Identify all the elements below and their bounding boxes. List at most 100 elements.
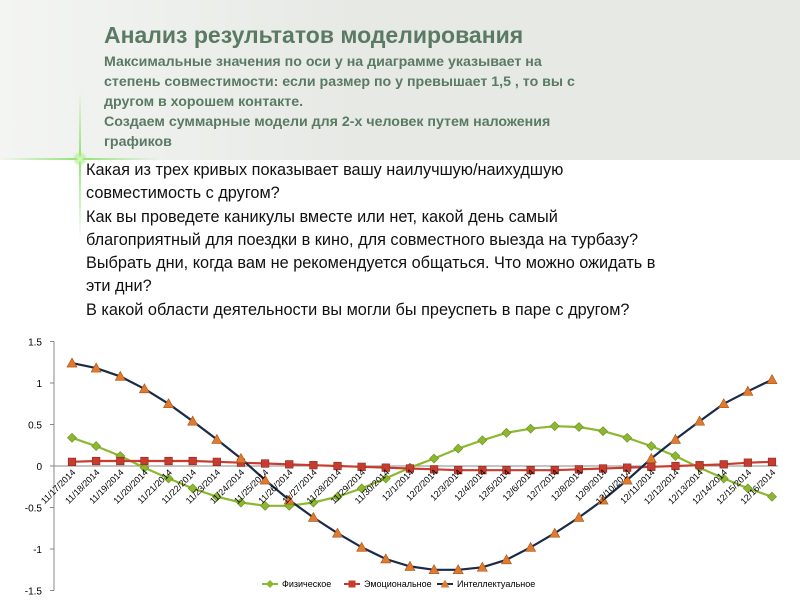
biorhythm-chart: 1.5 1 0.5 0 -0.5 -1 -1.5 11/17/201411/18/20141… [25,338,778,598]
data-point [307,511,319,522]
data-point [90,362,102,373]
slide-subtitle: Максимальные значения по оси у на диагра… [104,52,744,152]
data-point [357,462,366,471]
data-point [211,491,222,502]
data-point [718,398,730,409]
y-tick-label: -0.5 [25,504,43,515]
question-text: Какая из трех кривых показывает вашу наи… [86,159,786,322]
data-point [261,459,270,468]
slide-title: Анализ результатов моделирования [104,22,524,48]
series-3 [66,357,778,575]
data-point [671,461,680,471]
data-point [573,422,584,432]
data-point [67,432,77,443]
question-line: Выбрать дни, когда вам не рекомендуется … [86,254,656,273]
data-point [766,374,778,384]
sparkle-decoration-core [72,152,88,166]
data-point [116,456,125,466]
data-point [212,457,221,466]
data-point [597,494,609,505]
legend-entry: Физическое [262,579,331,589]
legend-entry: Эмоциональное [344,579,432,589]
legend-label: Интеллектуальное [457,579,535,589]
data-point [139,462,150,473]
data-point [550,466,559,475]
data-point [428,564,440,575]
data-point [140,456,149,466]
data-point [598,426,608,437]
data-point [623,463,632,472]
data-point [452,564,464,575]
data-point [743,458,752,467]
subtitle-line: степень совместимости: если размер по у … [104,74,575,90]
series-1 [67,421,777,511]
data-point [694,415,706,426]
series-2 [67,456,777,475]
data-point [742,483,753,494]
data-point [188,456,197,466]
data-point [525,423,536,434]
legend-marker [266,580,274,588]
data-point [670,451,681,461]
data-point [356,483,367,494]
data-point [549,527,561,538]
data-point [309,461,318,470]
data-point [429,453,439,464]
subtitle-line: Создаем суммарные модели для 2-х человек… [104,114,551,130]
data-point [454,466,463,475]
chart-series [66,357,778,575]
data-point [114,370,126,381]
question-line: Какая из трех кривых показывает вашу наи… [86,161,564,179]
data-point [719,460,728,469]
data-point [235,452,247,463]
data-point [478,466,487,475]
header-highlight [0,0,800,160]
data-point [66,357,78,368]
data-point [138,383,150,394]
question-line: эти дни? [86,277,152,296]
y-tick-label: 0 [36,462,42,473]
legend-entry: Интеллектуальное [437,579,535,589]
legend-marker [440,579,450,588]
series-line [71,425,773,507]
chart-legend: Физическое Эмоциональное Интеллектуальное [262,579,535,589]
data-point [236,497,246,508]
data-point [356,541,368,552]
data-point [308,497,319,508]
data-point [549,421,560,432]
data-point [67,457,77,466]
data-point [573,511,585,522]
subtitle-line: другом в хорошем контакте. [104,94,304,110]
data-point [525,541,537,552]
data-point [669,433,681,444]
data-point [500,554,512,565]
subtitle-line: графиков [104,134,172,150]
data-point [621,474,633,485]
legend-label: Эмоциональное [364,579,432,589]
data-point [164,456,173,466]
data-point [163,473,174,484]
data-point [742,385,754,396]
y-tick-label: -1 [33,545,42,556]
data-point [598,464,608,473]
data-point [92,456,101,466]
data-point [767,491,777,502]
data-point [526,466,535,475]
data-point [574,465,583,474]
data-point [91,441,102,452]
y-tick-label: 1 [36,379,42,390]
data-point [380,553,392,564]
data-point [405,464,415,473]
data-point [187,483,198,494]
data-point [187,415,199,426]
data-point [476,561,488,572]
data-point [260,500,271,511]
data-point [380,473,391,484]
data-point [647,462,656,471]
legend-label: Физическое [282,579,331,589]
question-line: В какой области деятельности вы могли бы… [86,300,630,319]
data-point [332,527,344,538]
y-tick-label: -1.5 [25,587,43,598]
series-line [71,362,773,571]
data-point [502,466,511,475]
